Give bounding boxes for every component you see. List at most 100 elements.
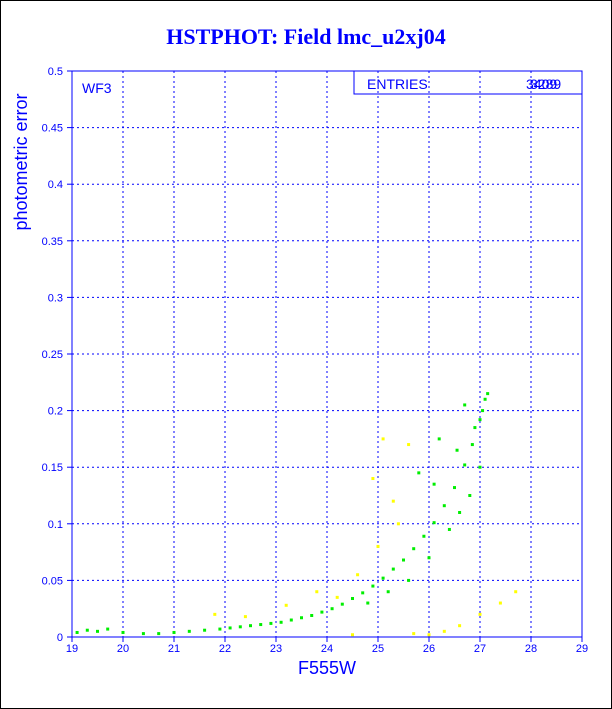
data-point	[412, 547, 416, 551]
data-point	[361, 591, 365, 595]
data-point	[468, 494, 472, 497]
data-point	[422, 534, 426, 538]
y-tick-label: 0.2	[48, 406, 63, 418]
data-point	[402, 558, 405, 562]
data-point	[157, 632, 161, 636]
data-point	[75, 630, 79, 634]
data-point	[407, 578, 411, 582]
x-tick-label: 22	[219, 643, 231, 655]
data-point	[432, 482, 436, 486]
data-point	[427, 556, 431, 560]
y-tick-label: 0.3	[48, 292, 63, 304]
y-tick-label: 0.5	[48, 66, 63, 78]
y-tick-label: 0.15	[42, 462, 63, 474]
data-point	[356, 573, 360, 577]
data-point	[481, 409, 485, 413]
data-point	[442, 504, 446, 508]
x-tick-label: 20	[117, 643, 129, 655]
data-point	[376, 544, 380, 548]
x-tick-labels: 19 20 21 22 23 24 25 26 27 28 29	[66, 637, 588, 655]
y-tick-label: 0.1	[48, 519, 63, 531]
data-point	[228, 626, 232, 630]
stats-value-a: 3409	[526, 76, 557, 92]
data-point	[455, 448, 459, 452]
data-point	[335, 595, 339, 599]
x-tick-label: 25	[372, 643, 384, 655]
data-point	[447, 527, 451, 531]
x-tick-label: 24	[321, 643, 333, 655]
data-point	[391, 567, 395, 571]
data-point	[187, 629, 191, 633]
x-tick-label: 19	[66, 643, 78, 655]
data-point	[310, 613, 314, 617]
x-axis-label: F555W	[298, 658, 356, 678]
data-point	[340, 602, 344, 606]
data-point	[351, 597, 354, 601]
x-tick-label: 28	[525, 643, 537, 655]
x-tick-label: 21	[168, 643, 180, 655]
data-point	[238, 625, 242, 629]
y-tick-labels: 0 0.05 0.1 0.15 0.2 0.25 0.3 0.35 0.4 0.45 0.5	[42, 66, 72, 644]
data-point	[351, 633, 354, 637]
data-point	[320, 610, 324, 614]
x-tick-label: 23	[270, 643, 282, 655]
stats-label: ENTRIES	[367, 76, 428, 92]
y-tick-label: 0.35	[42, 236, 63, 248]
data-point	[96, 629, 99, 633]
data-point	[172, 630, 176, 634]
data-point	[381, 576, 385, 580]
data-point	[498, 601, 502, 605]
data-point	[470, 443, 474, 447]
data-point	[218, 627, 222, 631]
data-point	[243, 615, 247, 619]
data-point	[284, 603, 288, 607]
data-point	[330, 607, 334, 611]
data-point	[453, 486, 456, 490]
stats-box	[353, 70, 583, 95]
data-point	[396, 522, 400, 526]
data-point	[486, 392, 490, 396]
data-point	[412, 632, 416, 636]
data-points	[75, 392, 518, 637]
data-point	[381, 437, 385, 441]
data-point	[203, 628, 207, 632]
data-point	[213, 612, 217, 616]
grid-lines	[72, 71, 582, 637]
data-point	[478, 465, 482, 469]
data-point	[85, 628, 89, 632]
data-point	[463, 463, 467, 467]
data-point	[391, 499, 395, 503]
data-point	[289, 618, 293, 622]
data-point	[259, 623, 263, 627]
y-axis-label: photometric error	[11, 93, 31, 230]
data-point	[478, 612, 482, 616]
data-point	[315, 590, 319, 594]
data-point	[300, 616, 303, 620]
panel-label: WF3	[82, 80, 112, 96]
data-point	[121, 630, 125, 634]
data-point	[483, 397, 487, 401]
data-point	[417, 471, 421, 475]
data-point	[141, 632, 145, 636]
data-point	[432, 521, 436, 525]
data-point	[458, 624, 462, 628]
data-point	[269, 621, 273, 625]
data-point	[366, 601, 370, 605]
data-point	[473, 426, 477, 430]
stats-value-b: 3289	[530, 76, 561, 92]
data-point	[371, 477, 375, 481]
data-point	[407, 443, 411, 447]
data-point	[427, 633, 431, 637]
data-point	[514, 590, 518, 594]
data-point	[442, 629, 446, 633]
chart-title: HSTPHOT: Field lmc_u2xj04	[166, 24, 446, 49]
y-tick-label: 0.05	[42, 575, 63, 587]
y-tick-label: 0.4	[48, 179, 63, 191]
data-point	[279, 620, 283, 624]
x-tick-label: 27	[474, 643, 486, 655]
x-tick-label: 26	[423, 643, 435, 655]
data-point	[437, 437, 441, 441]
y-tick-label: 0.45	[42, 123, 63, 135]
data-point	[106, 627, 110, 631]
